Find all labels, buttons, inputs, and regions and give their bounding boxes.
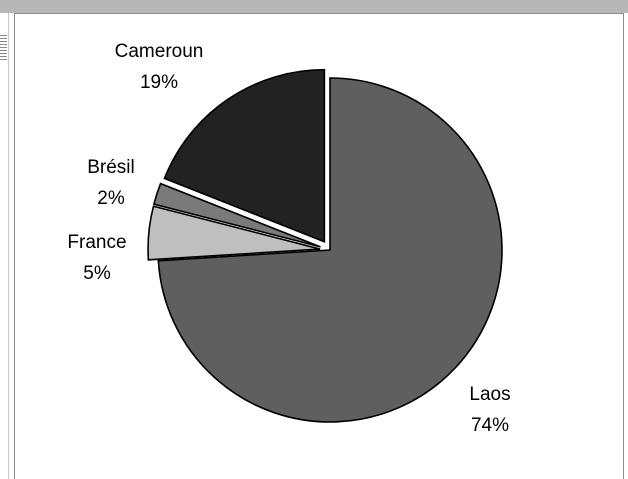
label-laos-pct: 74% xyxy=(471,415,509,436)
label-france-pct: 5% xyxy=(83,263,111,284)
slice-cameroun[interactable] xyxy=(163,68,326,243)
label-laos-name: Laos xyxy=(469,384,510,405)
label-cameroun-pct: 19% xyxy=(140,72,178,93)
window-top-bar xyxy=(0,0,628,13)
chart-area-border xyxy=(14,13,624,479)
label-france: France 5% xyxy=(67,232,126,284)
label-france-name: France xyxy=(67,232,126,253)
slice-laos[interactable] xyxy=(157,77,503,423)
resize-grip-icon[interactable] xyxy=(0,35,7,61)
label-laos: Laos 74% xyxy=(469,384,510,436)
left-margin-strip xyxy=(0,13,9,479)
slice-bresil[interactable] xyxy=(152,182,321,248)
label-bresil-pct: 2% xyxy=(97,188,125,209)
slice-france[interactable] xyxy=(147,205,321,261)
label-cameroun: Cameroun 19% xyxy=(115,41,204,93)
pie-slices xyxy=(147,68,503,423)
label-cameroun-name: Cameroun xyxy=(115,41,204,62)
label-bresil: Brésil 2% xyxy=(87,157,135,209)
label-bresil-name: Brésil xyxy=(87,157,135,178)
